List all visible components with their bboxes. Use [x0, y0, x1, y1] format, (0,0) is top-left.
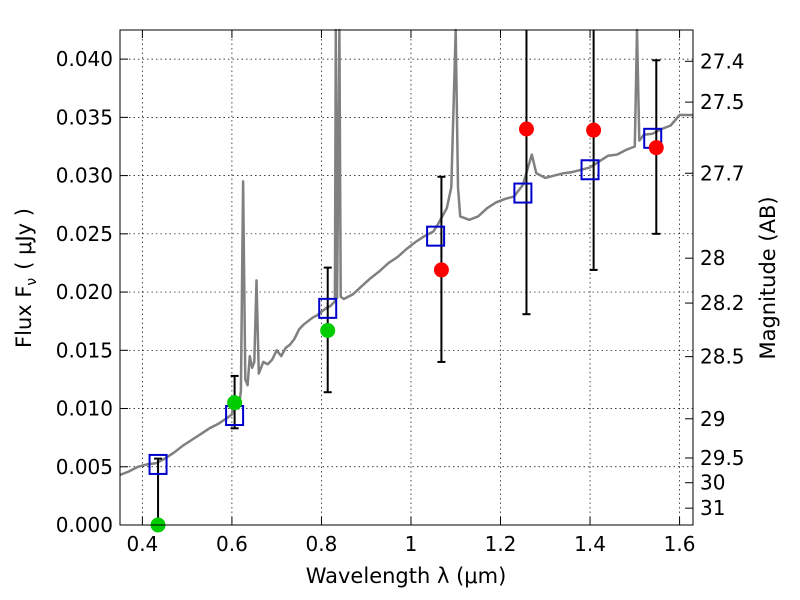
y-axis-title-left: Flux Fν ( μJy ) — [12, 208, 40, 348]
mag-tick-label: 28.5 — [700, 345, 745, 369]
x-tick-label: 1 — [405, 532, 418, 556]
mag-tick-label: 27.5 — [700, 90, 745, 114]
model-photometry-square — [426, 225, 446, 247]
data-points — [148, 121, 664, 533]
mag-tick-label: 28.2 — [700, 291, 745, 315]
y-axis-title-left-main: Flux F — [12, 286, 36, 348]
observed-point-green — [320, 322, 336, 338]
observed-point-red — [433, 262, 449, 278]
model-spectrum-line — [119, 28, 693, 477]
y-axis-title-right: Magnitude (AB) — [756, 196, 780, 359]
x-tick-label: 0.6 — [216, 532, 248, 556]
observed-point-red — [586, 122, 602, 138]
x-tick-label: 1.6 — [664, 532, 696, 556]
y-tick-label: 0.035 — [56, 105, 113, 129]
tick-labels: 0.4 0.6 0.8 1 1.2 1.4 1.6 0.000 0.005 0.010 0.015 0… — [56, 47, 745, 556]
model-photometry-square — [318, 297, 338, 319]
error-bars — [154, 30, 661, 526]
model-spectrum — [119, 28, 693, 477]
x-tick-label: 0.4 — [126, 532, 158, 556]
plot-frame — [119, 29, 694, 526]
mag-tick-label: 31 — [700, 496, 725, 520]
observed-point-red — [518, 121, 534, 137]
y-tick-label: 0.015 — [56, 338, 113, 362]
x-tick-label: 1.4 — [574, 532, 606, 556]
tick-marks — [120, 30, 693, 526]
y-tick-label: 0.010 — [56, 397, 113, 421]
mag-tick-label: 27.4 — [700, 49, 745, 73]
mag-tick-label: 27.7 — [700, 161, 745, 185]
model-photometry-square — [148, 453, 168, 475]
x-tick-label: 1.2 — [485, 532, 517, 556]
mag-tick-label: 28 — [700, 246, 725, 270]
model-photometry-square — [580, 159, 600, 181]
x-tick-label: 0.8 — [306, 532, 338, 556]
observed-point-red — [648, 140, 664, 156]
grid-lines — [120, 30, 693, 526]
mag-tick-label: 29 — [700, 407, 725, 431]
y-tick-label: 0.000 — [56, 513, 113, 537]
observed-point-green — [227, 395, 243, 411]
mag-tick-label: 30 — [700, 471, 725, 495]
x-axis-title: Wavelength λ (μm) — [306, 564, 507, 588]
y-tick-label: 0.020 — [56, 280, 113, 304]
y-tick-label: 0.040 — [56, 47, 113, 71]
y-axis-title-left-unit: ( μJy ) — [12, 208, 36, 270]
y-tick-label: 0.025 — [56, 222, 113, 246]
y-axis-title-left-sub: ν — [24, 278, 40, 286]
model-photometry-square — [513, 182, 533, 204]
y-tick-label: 0.005 — [56, 455, 113, 479]
y-tick-label: 0.030 — [56, 164, 113, 188]
mag-tick-label: 29.5 — [700, 446, 745, 470]
